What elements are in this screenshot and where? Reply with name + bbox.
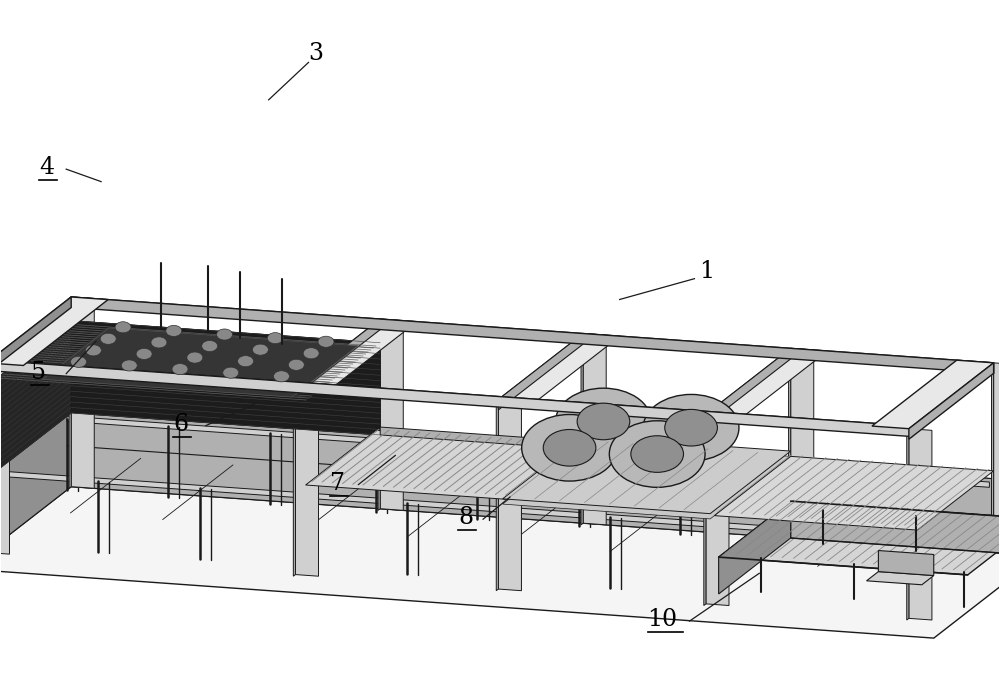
Circle shape: [71, 356, 87, 367]
Circle shape: [238, 356, 254, 367]
Polygon shape: [503, 441, 791, 519]
Circle shape: [121, 360, 137, 371]
Polygon shape: [878, 551, 934, 576]
Polygon shape: [378, 319, 380, 510]
Polygon shape: [719, 501, 1000, 575]
Polygon shape: [67, 416, 989, 487]
Circle shape: [115, 322, 131, 333]
Polygon shape: [992, 363, 994, 554]
Polygon shape: [295, 385, 319, 576]
Polygon shape: [0, 321, 380, 402]
Polygon shape: [0, 363, 9, 554]
Text: 5: 5: [31, 361, 46, 383]
Circle shape: [543, 429, 596, 466]
Circle shape: [100, 333, 116, 345]
Polygon shape: [0, 470, 919, 542]
Polygon shape: [380, 319, 403, 510]
Polygon shape: [0, 361, 912, 436]
Polygon shape: [706, 414, 729, 606]
Polygon shape: [791, 348, 814, 539]
Circle shape: [202, 340, 218, 351]
Polygon shape: [498, 400, 521, 591]
Polygon shape: [43, 328, 358, 397]
Circle shape: [85, 345, 101, 356]
Polygon shape: [909, 429, 932, 620]
Text: 4: 4: [39, 157, 54, 180]
Polygon shape: [68, 297, 994, 365]
Text: 6: 6: [173, 413, 188, 436]
Polygon shape: [0, 297, 108, 365]
Circle shape: [609, 421, 705, 487]
Polygon shape: [71, 297, 94, 489]
Circle shape: [577, 403, 630, 440]
Circle shape: [252, 344, 268, 355]
Polygon shape: [706, 348, 791, 425]
Circle shape: [522, 415, 617, 481]
Circle shape: [166, 325, 182, 336]
Polygon shape: [503, 436, 791, 514]
Circle shape: [223, 367, 239, 378]
Polygon shape: [872, 361, 994, 429]
Polygon shape: [791, 501, 1000, 556]
Polygon shape: [295, 319, 417, 388]
Polygon shape: [380, 427, 583, 450]
Polygon shape: [295, 319, 380, 395]
Polygon shape: [583, 333, 606, 525]
Polygon shape: [994, 363, 1000, 554]
Circle shape: [172, 363, 188, 374]
Circle shape: [643, 395, 739, 461]
Polygon shape: [0, 413, 71, 553]
Polygon shape: [0, 321, 71, 472]
Polygon shape: [0, 413, 994, 544]
Circle shape: [217, 329, 232, 340]
Polygon shape: [706, 348, 828, 417]
Polygon shape: [293, 385, 295, 576]
Polygon shape: [498, 333, 583, 410]
Polygon shape: [69, 297, 71, 489]
Polygon shape: [0, 297, 71, 373]
Polygon shape: [71, 321, 380, 435]
Circle shape: [288, 359, 304, 370]
Text: 1: 1: [699, 260, 715, 283]
Circle shape: [187, 352, 203, 363]
Circle shape: [136, 349, 152, 360]
Circle shape: [665, 409, 717, 446]
Polygon shape: [789, 348, 791, 539]
Circle shape: [151, 337, 167, 348]
Polygon shape: [867, 571, 934, 585]
Circle shape: [556, 388, 651, 454]
Polygon shape: [704, 414, 706, 606]
Polygon shape: [714, 457, 994, 530]
Text: 10: 10: [648, 608, 678, 631]
Circle shape: [274, 371, 289, 382]
Polygon shape: [0, 361, 912, 429]
Circle shape: [631, 436, 684, 473]
Polygon shape: [0, 487, 1000, 638]
Polygon shape: [496, 400, 498, 591]
Polygon shape: [498, 333, 620, 402]
Polygon shape: [719, 501, 791, 594]
Text: 3: 3: [309, 42, 324, 65]
Polygon shape: [71, 413, 994, 553]
Polygon shape: [909, 363, 994, 439]
Polygon shape: [907, 429, 909, 620]
Polygon shape: [581, 333, 583, 525]
Circle shape: [303, 348, 319, 359]
Polygon shape: [71, 297, 994, 373]
Circle shape: [318, 336, 334, 347]
Circle shape: [267, 333, 283, 344]
Text: 7: 7: [330, 472, 345, 495]
Polygon shape: [306, 430, 579, 500]
Text: 8: 8: [458, 506, 473, 530]
